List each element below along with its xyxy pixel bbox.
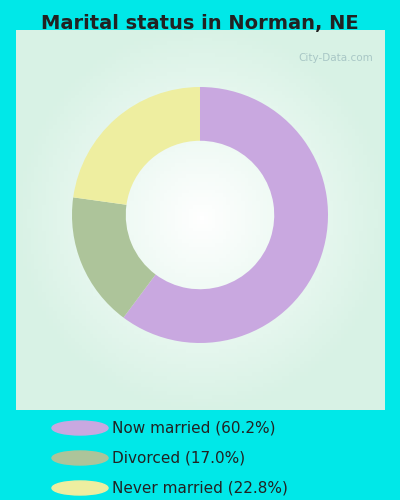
Wedge shape (124, 87, 328, 343)
Wedge shape (73, 87, 200, 205)
Text: Never married (22.8%): Never married (22.8%) (112, 480, 288, 496)
Circle shape (52, 481, 108, 495)
Wedge shape (72, 198, 156, 318)
Text: City-Data.com: City-Data.com (298, 53, 373, 63)
Text: Marital status in Norman, NE: Marital status in Norman, NE (41, 14, 359, 33)
Text: Divorced (17.0%): Divorced (17.0%) (112, 450, 245, 466)
Circle shape (52, 451, 108, 465)
Circle shape (52, 421, 108, 435)
Text: Now married (60.2%): Now married (60.2%) (112, 420, 276, 436)
